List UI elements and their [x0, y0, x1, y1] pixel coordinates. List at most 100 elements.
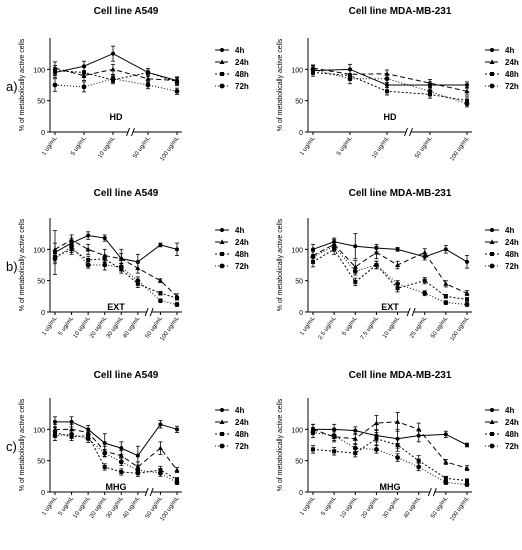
legend-label: 72h — [235, 442, 249, 451]
legend-label: 72h — [505, 262, 519, 271]
row-label: c) — [6, 439, 17, 454]
x-axis-label: MHG — [380, 482, 401, 492]
data-point — [394, 419, 401, 424]
data-point — [311, 447, 315, 452]
data-point — [53, 419, 57, 424]
x-tick-label: 50 ug/mL — [132, 135, 152, 159]
x-tick-label: 1 ug/mL — [299, 135, 317, 157]
series-line — [54, 53, 178, 82]
y-tick-label: 0 — [299, 490, 303, 497]
data-point — [85, 262, 91, 268]
data-point — [353, 428, 358, 433]
x-tick-label: 40 ug/mL — [122, 495, 142, 519]
axis-break-mark — [144, 307, 149, 317]
data-series — [310, 240, 470, 307]
x-tick-label: 100 ug/mL — [159, 135, 181, 162]
y-tick-label: 50 — [295, 279, 303, 286]
series-line — [54, 248, 178, 299]
chart-panel: Cell line MDA-MB-231 % of metabolically a… — [277, 370, 519, 522]
legend-marker — [220, 48, 224, 52]
data-point — [443, 247, 448, 252]
data-point — [422, 249, 428, 255]
data-point — [52, 256, 58, 262]
legend-label: 24h — [235, 58, 249, 67]
data-series — [52, 239, 180, 307]
data-point — [174, 480, 180, 485]
data-point — [175, 296, 179, 301]
x-tick-label: 1 ug/mL — [41, 135, 59, 157]
data-point — [395, 286, 400, 291]
data-point — [374, 262, 379, 268]
x-tick-label: 25 ug/mL — [409, 315, 429, 339]
data-point — [175, 477, 179, 482]
axis-break-mark — [427, 487, 432, 497]
data-point — [443, 459, 449, 464]
data-point — [427, 80, 433, 86]
data-point — [118, 459, 124, 465]
legend-marker — [219, 419, 225, 424]
y-axis-label: % of metabolically active cells — [277, 398, 284, 491]
x-axis-label: MHG — [106, 482, 127, 492]
data-point — [157, 278, 164, 283]
x-tick-label: 5 ug/mL — [320, 495, 338, 517]
legend-marker — [490, 228, 494, 232]
data-point — [118, 453, 124, 458]
chart-title: Cell line MDA-MB-231 — [349, 188, 452, 199]
legend-label: 24h — [505, 58, 519, 67]
axis-break-mark — [406, 307, 411, 317]
y-tick-label: 0 — [41, 130, 45, 137]
data-point — [102, 236, 107, 241]
data-series — [310, 412, 470, 472]
data-point — [465, 259, 469, 264]
data-point — [310, 66, 316, 72]
x-axis-label: HD — [110, 112, 123, 122]
data-point — [443, 300, 449, 305]
data-point — [422, 290, 428, 296]
legend-marker — [219, 263, 225, 269]
axis-break-mark — [149, 487, 154, 497]
legend-label: 48h — [235, 430, 249, 439]
data-point — [464, 302, 470, 307]
series-line — [312, 438, 468, 482]
data-point — [86, 257, 91, 262]
series-line — [54, 433, 178, 484]
legend-marker — [490, 252, 494, 256]
x-tick-label: 100 ug/mL — [449, 495, 471, 522]
series-line — [312, 421, 468, 469]
data-point — [157, 445, 164, 451]
legend-marker — [489, 263, 495, 269]
x-tick-label: 50 ug/mL — [430, 315, 450, 339]
data-point — [395, 247, 400, 252]
data-point — [118, 256, 124, 261]
data-point — [146, 70, 150, 75]
axis-break-mark — [131, 127, 135, 137]
y-tick-label: 100 — [291, 67, 303, 74]
x-tick-label: 5 ug/mL — [58, 495, 76, 517]
y-axis-label: % of metabolically active cells — [19, 218, 26, 311]
data-point — [465, 297, 469, 302]
x-tick-label: 10 ug/mL — [340, 495, 360, 519]
legend-marker — [489, 419, 495, 424]
x-tick-label: 30 ug/mL — [382, 495, 402, 519]
data-point — [85, 436, 91, 442]
series-line — [54, 70, 178, 83]
y-tick-label: 50 — [37, 279, 45, 286]
data-point — [53, 68, 57, 73]
data-point — [69, 431, 74, 437]
axis-break-mark — [126, 127, 130, 137]
chart-panel: Cell line A549 % of metabolically active … — [19, 370, 249, 522]
legend-label: 4h — [235, 406, 244, 415]
chart-title: Cell line MDA-MB-231 — [349, 370, 452, 381]
data-series — [311, 68, 469, 105]
legend-label: 72h — [235, 262, 249, 271]
legend-label: 24h — [505, 418, 519, 427]
data-point — [102, 441, 107, 446]
x-tick-label: 5 ug/mL — [342, 315, 360, 337]
data-point — [384, 76, 390, 82]
data-point — [110, 66, 116, 72]
data-point — [331, 243, 337, 249]
data-point — [352, 268, 358, 274]
data-point — [111, 51, 115, 56]
data-point — [465, 83, 469, 87]
series-line — [312, 431, 468, 485]
